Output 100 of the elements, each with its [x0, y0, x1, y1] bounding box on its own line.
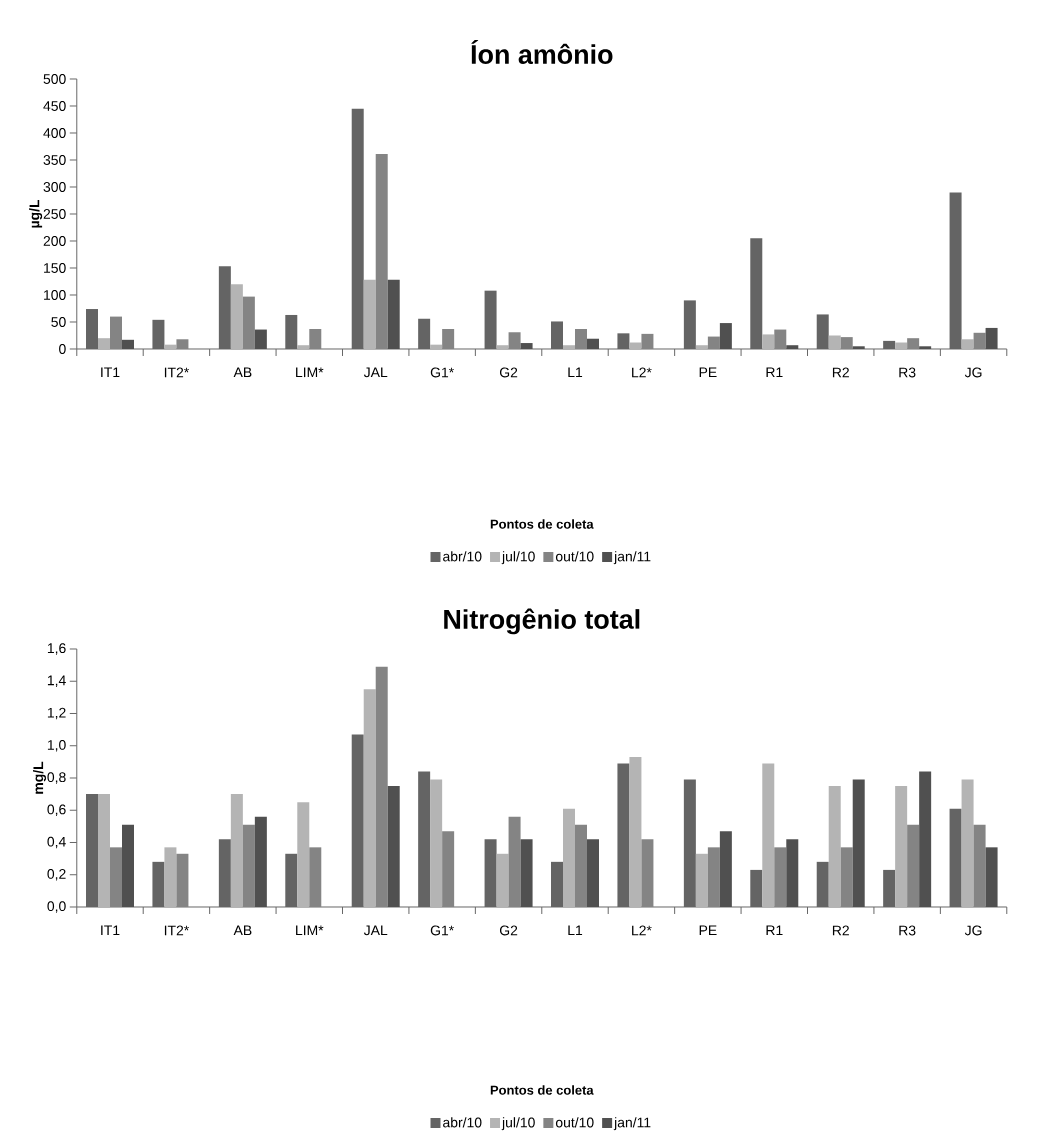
x-tick-label: L1: [568, 925, 583, 936]
bar: [985, 847, 998, 907]
x-tick-label: JG: [964, 367, 982, 378]
y-tick-label: 200: [43, 236, 66, 246]
legend-label: jan/11: [613, 551, 651, 565]
x-tick-label: L2*: [632, 367, 652, 378]
bar: [695, 853, 708, 907]
y-tick-label: 1,0: [47, 739, 66, 752]
bar: [641, 333, 654, 349]
x-tick-label: IT1: [101, 925, 120, 936]
bar: [309, 329, 322, 349]
bar: [309, 847, 322, 907]
x-tick-label: R3: [899, 925, 916, 936]
bar: [575, 824, 587, 907]
bar: [961, 339, 974, 349]
bar: [520, 343, 533, 349]
bar: [973, 824, 986, 907]
bar: [919, 771, 932, 907]
bar: [719, 323, 732, 349]
bar: [110, 316, 122, 349]
bar: [907, 824, 920, 907]
bar: [629, 757, 642, 907]
x-axis-title: Pontos de coleta: [490, 1085, 594, 1095]
y-tick-label: 400: [43, 128, 66, 138]
bar: [122, 824, 134, 907]
bar: [496, 853, 509, 907]
x-tick-label: LIM*: [296, 925, 324, 936]
bar: [907, 338, 920, 349]
bar: [895, 786, 908, 907]
bar: [297, 802, 310, 907]
x-tick-label: PE: [699, 925, 717, 936]
y-tick-label: 1,6: [47, 643, 66, 655]
x-axis-title: Pontos de coleta: [490, 519, 594, 529]
bar: [496, 345, 509, 349]
bar: [774, 847, 787, 907]
bar: [762, 763, 775, 907]
x-tick-label: G2: [499, 367, 518, 378]
y-tick-label: 250: [43, 209, 66, 219]
x-tick-label: JG: [964, 925, 982, 936]
bar: [442, 329, 455, 349]
y-tick-label: 0,8: [47, 772, 66, 784]
bar: [786, 839, 799, 907]
y-tick-label: 450: [43, 101, 66, 111]
bar: [98, 794, 110, 907]
bar: [242, 824, 255, 907]
bar: [430, 779, 443, 907]
y-tick-label: 0: [59, 344, 66, 354]
bar: [520, 839, 533, 907]
bar: [297, 345, 310, 349]
bar: [164, 344, 177, 349]
bar: [387, 786, 400, 907]
bar: [563, 345, 575, 349]
y-tick-label: 100: [44, 290, 66, 300]
x-tick-label: G1*: [430, 925, 454, 936]
legend-label: jul/10: [501, 1117, 535, 1131]
x-tick-label: AB: [233, 925, 252, 936]
bar: [254, 816, 267, 907]
x-tick-label: PE: [699, 367, 717, 378]
x-tick-label: R1: [766, 925, 783, 936]
bar: [122, 339, 134, 349]
x-tick-label: R2: [832, 367, 849, 378]
bar: [985, 327, 998, 349]
bar: [719, 831, 732, 907]
y-tick-label: 1,2: [47, 707, 66, 720]
bar: [164, 847, 177, 907]
bar: [508, 332, 521, 349]
y-tick-label: 1,4: [47, 675, 66, 687]
bar: [707, 847, 720, 907]
bar: [563, 808, 575, 907]
legend-label: out/10: [555, 1117, 594, 1128]
y-tick-label: 0,6: [47, 804, 66, 816]
bar: [230, 284, 243, 349]
bar: [828, 335, 841, 349]
bar: [852, 779, 865, 907]
bar: [375, 154, 388, 349]
bar: [575, 329, 587, 349]
bar: [919, 346, 932, 349]
bar: [363, 279, 376, 349]
bar: [363, 689, 376, 907]
y-axis-title: µg/L: [29, 199, 43, 228]
bar: [254, 329, 267, 349]
bar: [852, 346, 865, 349]
x-tick-label: AB: [233, 367, 252, 378]
bar: [176, 853, 189, 907]
bar: [695, 345, 708, 349]
bar: [587, 839, 599, 907]
bar: [230, 794, 243, 907]
x-tick-label: R2: [832, 925, 849, 936]
bar: [840, 337, 853, 349]
legend-label: out/10: [555, 551, 594, 562]
x-tick-label: JAL: [363, 925, 388, 936]
y-tick-label: 0,4: [47, 836, 66, 849]
bar: [762, 334, 775, 349]
y-tick-label: 50: [51, 317, 66, 327]
x-tick-label: LIM*: [296, 367, 324, 378]
y-tick-label: 300: [43, 182, 66, 192]
y-tick-label: 350: [43, 155, 66, 165]
x-tick-label: L2*: [632, 925, 652, 936]
bar: [508, 816, 521, 907]
x-tick-label: G1*: [430, 367, 454, 378]
